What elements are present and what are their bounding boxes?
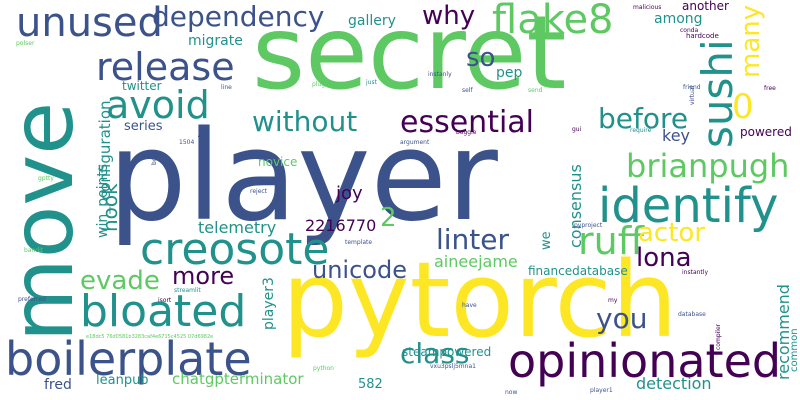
word-leanpub: leanpub [96, 373, 149, 388]
word-release: release [96, 45, 235, 89]
word-free: free [764, 85, 776, 92]
word-book: book [151, 150, 158, 165]
word-boggle: boggle [456, 129, 477, 136]
word-player: player [108, 105, 498, 249]
word-friend: friend [683, 84, 701, 91]
word-dependency: dependency [152, 0, 325, 33]
word-detection: detection [636, 374, 712, 393]
word-now: now [505, 389, 518, 396]
word-novice: novice [258, 155, 298, 169]
word-instantly: instantly [682, 269, 708, 276]
word-reject: reject [250, 188, 268, 195]
word-hash: e18dc5 76d0581b3283caf4e6715c4525 07d698… [86, 334, 214, 340]
word-financedatabase: financedatabase [528, 264, 628, 278]
word-isort: isort [158, 297, 172, 304]
word-lona: lona [636, 243, 692, 273]
word-series: series [124, 119, 163, 134]
word-class: class [400, 337, 470, 370]
word-flake8: flake8 [492, 0, 614, 43]
word-plugin: plugin [312, 81, 331, 88]
word-2216770: 2216770 [305, 216, 377, 235]
word-secret: secret [252, 0, 567, 113]
word-brianpugh: brianpugh [626, 147, 790, 185]
word-creosote: creosote [140, 224, 330, 275]
word-instanly: instanly [428, 71, 452, 78]
word-why: why [422, 1, 476, 31]
word-compiler: compiler [715, 323, 722, 350]
word-gui: gui [572, 126, 582, 133]
word-identify: identify [598, 178, 779, 234]
word-evade: evade [80, 266, 160, 296]
word-steampowered: steampowered [402, 345, 492, 359]
word-another: another [682, 0, 729, 13]
word-582: 582 [358, 377, 383, 392]
word-have: have [462, 302, 477, 309]
word-boilerplate: boilerplate [5, 332, 252, 386]
word-conda: conda [680, 27, 699, 34]
word-actor: actor [638, 218, 706, 248]
word-vxu3pslj: vxu3pslj5mna1 [430, 363, 476, 370]
word-gallery: gallery [348, 13, 396, 29]
word-streamlit: streamlit [174, 287, 201, 294]
word-migrate: migrate [188, 33, 243, 49]
word-bandit: bandit [24, 247, 44, 254]
word-self: self [462, 87, 473, 94]
word-before: before [598, 102, 689, 135]
word-powered: powered [740, 125, 792, 139]
word-bloated: bloated [80, 286, 247, 337]
word-win_points: win_points [95, 163, 111, 238]
word-my: my [608, 297, 618, 304]
word-more: more [172, 262, 235, 290]
word-just: just [366, 79, 377, 86]
word-template: template [345, 239, 373, 246]
word-preferred: preferred [18, 296, 46, 303]
word-line: line [221, 84, 232, 91]
word-linter: linter [436, 223, 510, 256]
word-opinionated: opinionated [508, 334, 782, 388]
word-you: you [596, 302, 648, 335]
word-argument: argument [400, 139, 430, 146]
word-unused: unused [16, 0, 163, 46]
word-fred: fred [44, 377, 72, 393]
word-gptty: gptty [38, 175, 54, 182]
word-2: 2 [380, 203, 397, 233]
word-polser: polser [16, 40, 35, 47]
word-unicode: unicode [312, 256, 407, 284]
word-pep: pep [496, 65, 523, 81]
word-chatgpterminator: chatgpterminator [172, 370, 304, 388]
word-virtual: virtual [689, 85, 696, 105]
word-avoid: avoid [106, 83, 210, 127]
word-joy: joy [336, 183, 363, 204]
word-textual: textual [197, 134, 212, 180]
word-database: database [678, 311, 706, 318]
word-so: so [466, 43, 496, 73]
word-without: without [252, 105, 358, 138]
word-common: common [789, 328, 800, 372]
word-player1: player1 [590, 387, 613, 394]
word-twitter: twitter [122, 79, 162, 93]
word-player3: player3 [261, 277, 277, 330]
word-python: python [313, 365, 334, 372]
word-pyproject: pyproject [574, 222, 603, 229]
word-pytorch: pytorch [282, 239, 678, 361]
word-1504: 1504 [179, 139, 195, 146]
word-move: move [0, 101, 93, 342]
word-consensus: consensus [566, 164, 585, 248]
word-send: send [528, 87, 543, 94]
word-among: among [654, 11, 703, 27]
word-key: key [662, 126, 691, 145]
word-malicious: malicious [633, 4, 662, 11]
word-hardcode: hardcode [686, 32, 719, 40]
word-zero: 0 [732, 87, 754, 127]
word-essential: essential [400, 105, 535, 140]
word-we: we [539, 231, 554, 250]
word-require: require [630, 127, 652, 134]
word-many: many [736, 4, 766, 78]
word-ruff: ruff [578, 219, 644, 263]
word-telemetry: telemetry [198, 218, 277, 237]
word-aineejame: aineejame [434, 252, 518, 271]
